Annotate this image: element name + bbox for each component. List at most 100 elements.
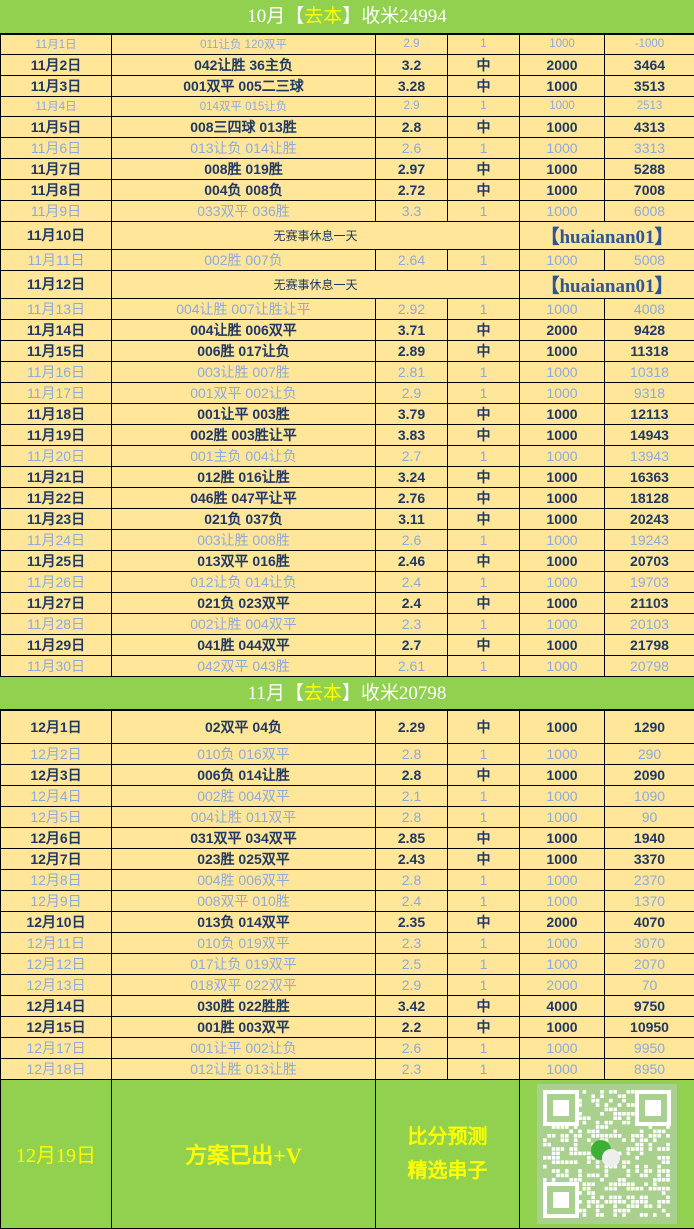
- odds-cell: 2.89: [376, 340, 448, 361]
- result-cell: 1: [448, 445, 520, 466]
- table-row: 11月10日无赛事休息一天【huaianan01】: [1, 221, 694, 249]
- date-cell: 12月6日: [1, 827, 112, 848]
- result-cell: 1: [448, 361, 520, 382]
- pick-cell: 030胜 022胜胜: [112, 995, 376, 1016]
- result-cell: 1: [448, 382, 520, 403]
- date-cell: 11月7日: [1, 158, 112, 179]
- pick-cell: 046胜 047平让平: [112, 487, 376, 508]
- stake-cell: 1000: [520, 96, 605, 116]
- pick-cell: 008胜 019胜: [112, 158, 376, 179]
- stake-cell: 2000: [520, 319, 605, 340]
- pick-cell: 002胜 003胜让平: [112, 424, 376, 445]
- pick-cell: 004让胜 006双平: [112, 319, 376, 340]
- date-cell: 11月26日: [1, 571, 112, 592]
- result-cell: 1: [448, 249, 520, 270]
- odds-cell: 2.35: [376, 911, 448, 932]
- pick-cell: 002胜 007负: [112, 249, 376, 270]
- stake-cell: 1000: [520, 137, 605, 158]
- total-cell: 9318: [605, 382, 694, 403]
- odds-cell: 2.2: [376, 1016, 448, 1037]
- odds-cell: 2.8: [376, 743, 448, 764]
- date-cell: 11月8日: [1, 179, 112, 200]
- footer-qr-cell: [520, 1079, 694, 1228]
- pick-cell: 006负 014让胜: [112, 764, 376, 785]
- result-cell: 中: [448, 54, 520, 75]
- total-cell: 3313: [605, 137, 694, 158]
- footer-row: 12月19日 方案已出+V 比分预测精选串子: [1, 1079, 694, 1228]
- total-cell: 2370: [605, 869, 694, 890]
- rest-note: 无赛事休息一天: [112, 270, 520, 298]
- total-cell: 1940: [605, 827, 694, 848]
- odds-cell: 2.61: [376, 655, 448, 676]
- result-cell: 中: [448, 550, 520, 571]
- date-cell: 11月23日: [1, 508, 112, 529]
- stake-cell: 1000: [520, 869, 605, 890]
- pick-cell: 004胜 006双平: [112, 869, 376, 890]
- result-cell: 中: [448, 827, 520, 848]
- odds-cell: 2.72: [376, 179, 448, 200]
- stake-cell: 1000: [520, 487, 605, 508]
- total-cell: 3070: [605, 932, 694, 953]
- odds-cell: 2.6: [376, 137, 448, 158]
- total-cell: 2070: [605, 953, 694, 974]
- pick-cell: 031双平 034双平: [112, 827, 376, 848]
- total-cell: 70: [605, 974, 694, 995]
- stake-cell: 1000: [520, 445, 605, 466]
- pick-cell: 017让负 019双平: [112, 953, 376, 974]
- stake-cell: 1000: [520, 1016, 605, 1037]
- pick-cell: 006胜 017让负: [112, 340, 376, 361]
- header-highlight: 去本: [304, 683, 342, 704]
- total-cell: 21798: [605, 634, 694, 655]
- total-cell: 5008: [605, 249, 694, 270]
- pick-cell: 002让胜 004双平: [112, 613, 376, 634]
- odds-cell: 3.79: [376, 403, 448, 424]
- result-cell: 中: [448, 1016, 520, 1037]
- odds-cell: 2.92: [376, 298, 448, 319]
- total-cell: 19243: [605, 529, 694, 550]
- stake-cell: 1000: [520, 382, 605, 403]
- odds-cell: 2.3: [376, 932, 448, 953]
- result-cell: 1: [448, 137, 520, 158]
- date-cell: 11月22日: [1, 487, 112, 508]
- date-cell: 11月25日: [1, 550, 112, 571]
- odds-cell: 2.4: [376, 571, 448, 592]
- stake-cell: 1000: [520, 710, 605, 743]
- section-header-november: 11月【去本】收米20798: [0, 677, 694, 710]
- wechat-qr-code-icon: [537, 1084, 677, 1224]
- rest-note: 无赛事休息一天: [112, 221, 520, 249]
- stake-cell: 1000: [520, 785, 605, 806]
- total-cell: 20103: [605, 613, 694, 634]
- odds-cell: 2.81: [376, 361, 448, 382]
- pick-cell: 013双平 016胜: [112, 550, 376, 571]
- total-cell: 14943: [605, 424, 694, 445]
- footer-plan: 方案已出+V: [112, 1079, 376, 1228]
- date-cell: 11月17日: [1, 382, 112, 403]
- stake-cell: 1000: [520, 361, 605, 382]
- promo-line-1: 比分预测: [376, 1120, 519, 1154]
- date-cell: 11月18日: [1, 403, 112, 424]
- odds-cell: 2.9: [376, 382, 448, 403]
- odds-cell: 2.1: [376, 785, 448, 806]
- date-cell: 12月11日: [1, 932, 112, 953]
- result-cell: 中: [448, 487, 520, 508]
- odds-cell: 3.11: [376, 508, 448, 529]
- result-cell: 中: [448, 158, 520, 179]
- odds-cell: 2.3: [376, 613, 448, 634]
- result-cell: 1: [448, 35, 520, 55]
- total-cell: 5288: [605, 158, 694, 179]
